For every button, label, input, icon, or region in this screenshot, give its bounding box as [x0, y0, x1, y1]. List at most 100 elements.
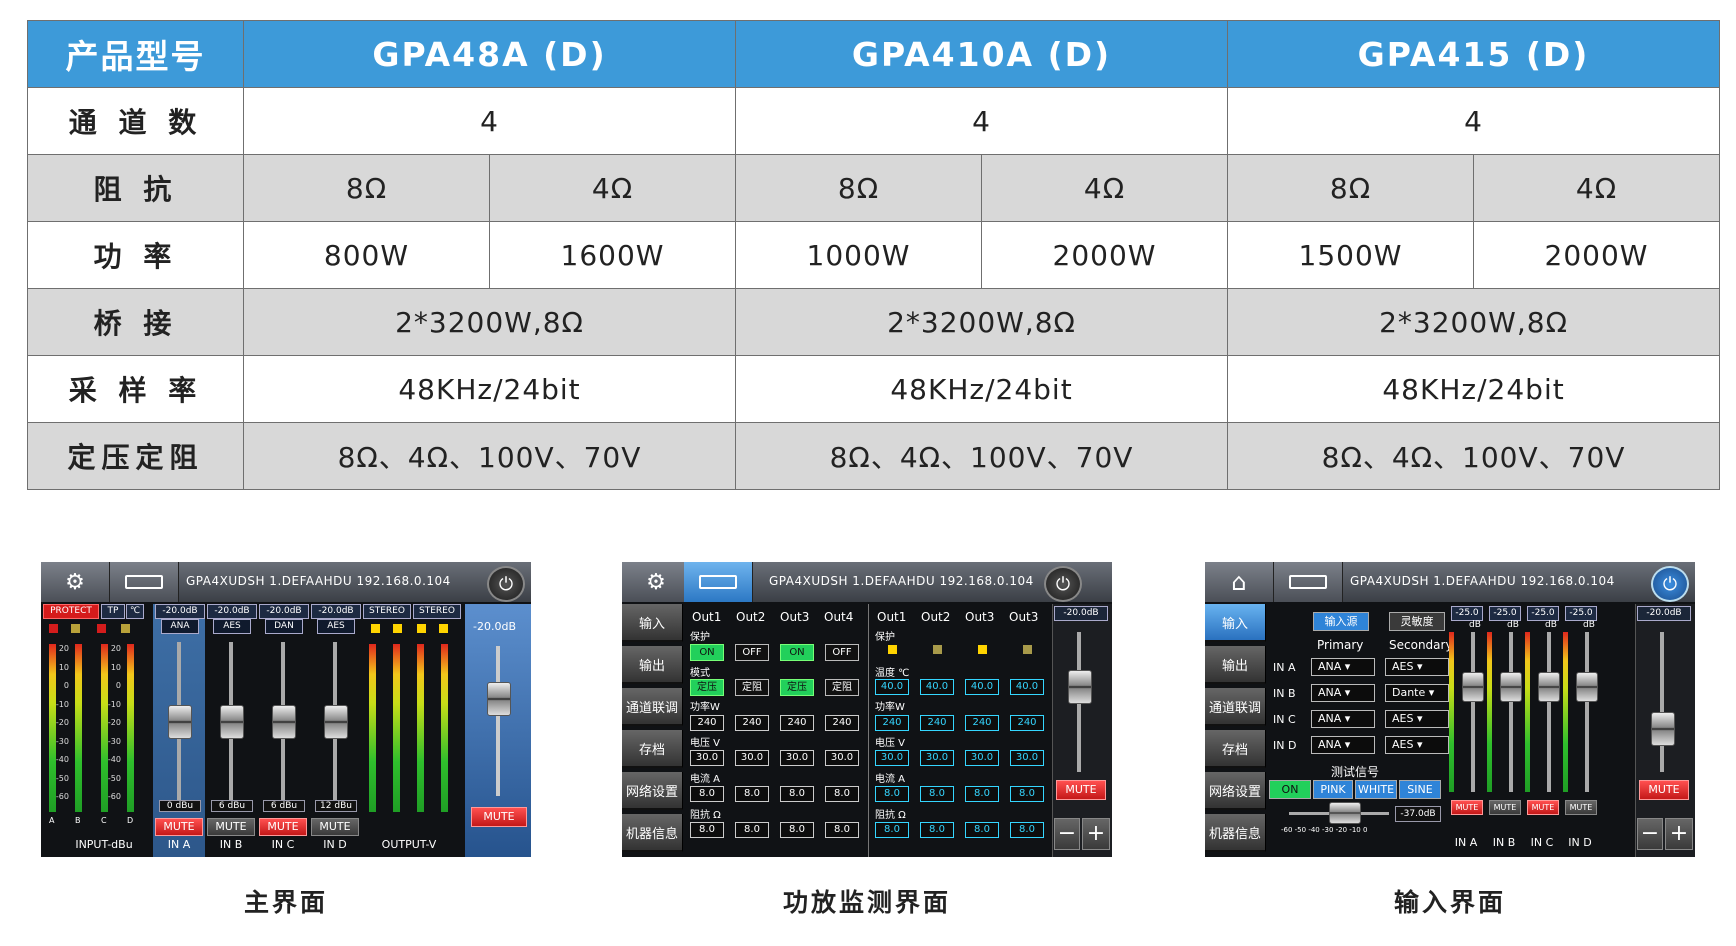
- menu-network[interactable]: 网络设置: [1205, 772, 1266, 810]
- tp-badge: TP: [101, 604, 125, 619]
- protect-toggle[interactable]: OFF: [735, 644, 769, 661]
- mute-button-d[interactable]: MUTE: [311, 818, 359, 836]
- device-icon: [699, 575, 737, 589]
- channel-fader[interactable]: [1538, 672, 1560, 702]
- menu-link[interactable]: 通道联调: [622, 688, 683, 726]
- power-button[interactable]: ⏻: [487, 566, 525, 602]
- power-button[interactable]: ⏻: [1044, 566, 1082, 602]
- temp-value: 40.0: [965, 679, 999, 695]
- protect-led: [49, 624, 58, 633]
- mute-button-a[interactable]: MUTE: [155, 818, 203, 836]
- table-cell: 8Ω: [1227, 154, 1475, 222]
- power-button[interactable]: ⏻: [1651, 566, 1689, 602]
- menu-input[interactable]: 输入: [622, 604, 683, 642]
- primary-select[interactable]: ANA ▾: [1311, 710, 1375, 728]
- mode-toggle[interactable]: 定压: [690, 679, 724, 696]
- secondary-select[interactable]: Dante ▾: [1385, 684, 1449, 702]
- home-button[interactable]: ⌂: [1205, 562, 1274, 602]
- channel-fader-b[interactable]: [220, 705, 244, 739]
- master-fader[interactable]: [1651, 712, 1675, 746]
- primary-select[interactable]: ANA ▾: [1311, 684, 1375, 702]
- primary-select[interactable]: ANA ▾: [1311, 658, 1375, 676]
- channel-mute-button[interactable]: MUTE: [1489, 800, 1521, 815]
- secondary-select[interactable]: AES ▾: [1385, 710, 1449, 728]
- increase-button[interactable]: +: [1082, 818, 1110, 850]
- master-mute-button[interactable]: MUTE: [1056, 780, 1106, 800]
- voltage-value: 30.0: [965, 750, 999, 766]
- meter-letter: A: [49, 816, 55, 825]
- mode-toggle[interactable]: 定阻: [735, 679, 769, 696]
- menu-archive[interactable]: 存档: [622, 730, 683, 768]
- decrease-button[interactable]: −: [1054, 818, 1080, 850]
- menu-output[interactable]: 输出: [1205, 646, 1266, 684]
- primary-select[interactable]: ANA ▾: [1311, 736, 1375, 754]
- input-meter-b: [75, 644, 82, 812]
- sensitivity-tab[interactable]: 灵敏度: [1389, 612, 1445, 631]
- out-header: Out2: [736, 610, 766, 624]
- impedance-value: 8.0: [690, 822, 724, 838]
- decrease-button[interactable]: −: [1637, 818, 1663, 850]
- menu-device-info[interactable]: 机器信息: [1205, 814, 1266, 852]
- menu-archive[interactable]: 存档: [1205, 730, 1266, 768]
- input-source-tab[interactable]: 输入源: [1313, 612, 1369, 631]
- channel-fader[interactable]: [1462, 672, 1484, 702]
- master-mute-button[interactable]: MUTE: [1639, 780, 1689, 800]
- menu-device-info[interactable]: 机器信息: [622, 814, 683, 852]
- master-mute-button[interactable]: MUTE: [471, 807, 527, 827]
- test-pink-button[interactable]: PINK: [1313, 780, 1353, 799]
- power-icon: ⏻: [1662, 573, 1678, 595]
- channel-source[interactable]: AES: [213, 619, 251, 634]
- settings-button[interactable]: ⚙: [622, 562, 691, 602]
- device-button[interactable]: [1274, 562, 1343, 602]
- current-value: 8.0: [965, 786, 999, 802]
- menu-output[interactable]: 输出: [622, 646, 683, 684]
- temp-value: 40.0: [920, 679, 954, 695]
- test-sine-button[interactable]: SINE: [1399, 780, 1441, 799]
- mode-toggle[interactable]: 定压: [780, 679, 814, 696]
- channel-mute-button[interactable]: MUTE: [1565, 800, 1597, 815]
- mute-button-c[interactable]: MUTE: [259, 818, 307, 836]
- device-button[interactable]: [110, 562, 179, 602]
- menu-link[interactable]: 通道联调: [1205, 688, 1266, 726]
- protect-toggle[interactable]: OFF: [825, 644, 859, 661]
- channel-mute-button[interactable]: MUTE: [1451, 800, 1483, 815]
- mute-button-b[interactable]: MUTE: [207, 818, 255, 836]
- settings-button[interactable]: ⚙: [41, 562, 110, 602]
- secondary-select[interactable]: AES ▾: [1385, 658, 1449, 676]
- channel-db: -20.0dB: [259, 604, 309, 619]
- menu-network[interactable]: 网络设置: [622, 772, 683, 810]
- protect-toggle[interactable]: ON: [780, 644, 814, 661]
- channel-fader[interactable]: [1500, 672, 1522, 702]
- channel-fader-a[interactable]: [168, 705, 192, 739]
- status-led: [121, 624, 130, 633]
- test-white-button[interactable]: WHITE: [1355, 780, 1397, 799]
- temp-value: 40.0: [1010, 679, 1044, 695]
- row-label: 阻 抗: [27, 154, 244, 222]
- channel-label: IN D: [1568, 836, 1592, 849]
- channel-fader-c[interactable]: [272, 705, 296, 739]
- channel-mute-button[interactable]: MUTE: [1527, 800, 1559, 815]
- mode-toggle[interactable]: 定阻: [825, 679, 859, 696]
- test-level-value: -37.0dB: [1395, 806, 1441, 822]
- channel-fader-d[interactable]: [324, 705, 348, 739]
- db-unit: dB: [1469, 620, 1481, 630]
- channel-db: -25.0: [1489, 606, 1521, 621]
- primary-label: Primary: [1317, 638, 1364, 652]
- device-button[interactable]: [684, 562, 753, 602]
- table-cell: 4: [1227, 87, 1721, 155]
- test-on-button[interactable]: ON: [1269, 780, 1311, 799]
- master-fader[interactable]: [487, 682, 511, 716]
- protect-toggle[interactable]: ON: [690, 644, 724, 661]
- test-level-slider[interactable]: [1329, 802, 1361, 824]
- menu-input[interactable]: 输入: [1205, 604, 1266, 642]
- master-fader[interactable]: [1068, 670, 1092, 704]
- input-label: INPUT-dBu: [75, 838, 133, 851]
- channel-source[interactable]: DAN: [265, 619, 303, 634]
- channel-source[interactable]: AES: [317, 619, 355, 634]
- secondary-select[interactable]: AES ▾: [1385, 736, 1449, 754]
- channel-fader[interactable]: [1576, 672, 1598, 702]
- channel-source[interactable]: ANA: [161, 619, 199, 634]
- table-cell: 4Ω: [1473, 154, 1721, 222]
- current-label: 电流 A: [875, 774, 906, 785]
- increase-button[interactable]: +: [1665, 818, 1693, 850]
